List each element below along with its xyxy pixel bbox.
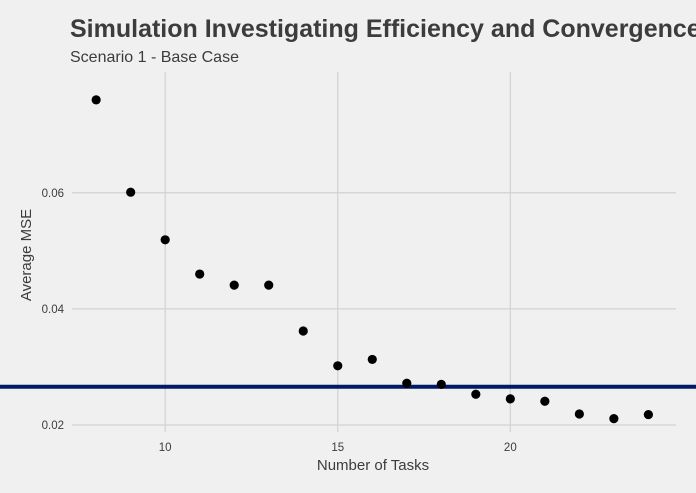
x-tick-label: 10 bbox=[159, 442, 172, 454]
data-point bbox=[91, 95, 101, 105]
data-point bbox=[333, 361, 343, 371]
data-point bbox=[229, 280, 239, 290]
data-point bbox=[195, 269, 205, 279]
chart-subtitle: Scenario 1 - Base Case bbox=[70, 49, 239, 66]
data-point bbox=[298, 326, 308, 336]
chart-title: Simulation Investigating Efficiency and … bbox=[70, 15, 696, 43]
data-points bbox=[91, 95, 653, 424]
y-tick-label: 0.06 bbox=[42, 188, 64, 200]
data-point bbox=[367, 354, 377, 365]
y-axis-title: Average MSE bbox=[18, 209, 35, 301]
data-point bbox=[126, 187, 136, 197]
data-point bbox=[160, 235, 170, 245]
x-tick-label: 15 bbox=[331, 442, 344, 454]
data-point bbox=[402, 378, 412, 388]
x-axis-ticks: 10 15 20 bbox=[159, 442, 517, 454]
data-point bbox=[505, 394, 515, 404]
data-point bbox=[264, 280, 274, 290]
y-axis-ticks: 0.02 0.04 0.06 bbox=[42, 188, 65, 432]
y-tick-label: 0.04 bbox=[42, 304, 65, 316]
data-point bbox=[471, 389, 481, 399]
y-tick-label: 0.02 bbox=[42, 420, 64, 432]
grid-lines bbox=[72, 72, 676, 432]
data-point bbox=[609, 414, 619, 424]
x-axis-title: Number of Tasks bbox=[317, 457, 429, 474]
x-tick-label: 20 bbox=[504, 442, 517, 454]
data-point bbox=[540, 396, 550, 406]
data-point bbox=[436, 379, 446, 389]
data-point bbox=[574, 409, 584, 419]
data-point bbox=[643, 409, 653, 420]
